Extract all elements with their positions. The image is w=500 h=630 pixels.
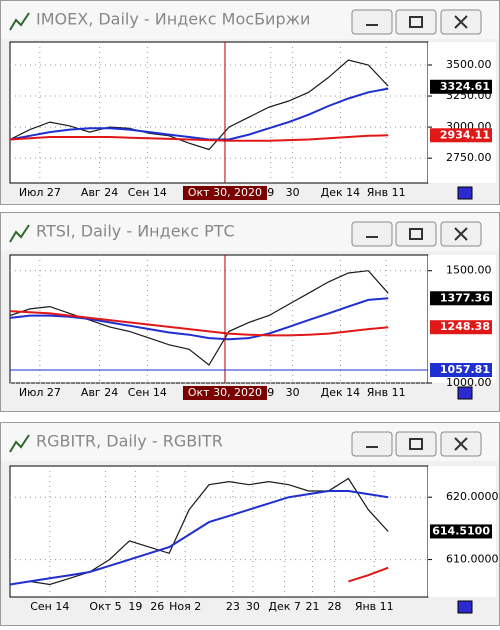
x-tick-label: Дек 14: [321, 186, 361, 199]
price-marker-label: 2934.11: [440, 128, 490, 141]
price-line: [9, 297, 389, 341]
window-icon: [9, 434, 30, 453]
scale-button[interactable]: [457, 186, 473, 200]
price-line: [348, 566, 389, 583]
price-marker-label: 1248.38: [440, 320, 490, 333]
x-tick-label: 19: [128, 600, 142, 613]
plot-area: [9, 41, 429, 184]
x-tick-label: Июл 27: [19, 186, 61, 199]
price-marker: [430, 363, 492, 378]
x-tick-label: 23: [226, 600, 240, 613]
close-glyph: [454, 15, 468, 29]
minimize-button[interactable]: [351, 431, 393, 457]
x-tick-label: Июл 27: [19, 386, 61, 399]
x-tick-label: Янв 11: [367, 386, 406, 399]
price-scale: [428, 42, 496, 183]
x-tick-label: Окт 5: [89, 600, 121, 613]
minimize-button[interactable]: [351, 9, 393, 35]
crosshair-label-box: [182, 386, 267, 400]
x-tick-label: 9: [267, 186, 274, 199]
window-icon: [9, 12, 30, 31]
x-tick-label: 28: [327, 600, 341, 613]
plot-area: [9, 254, 429, 384]
scale-button[interactable]: [457, 386, 473, 400]
window-title: RGBITR, Daily - RGBITR: [36, 432, 223, 451]
price-line: [9, 134, 389, 142]
x-tick-label: 9: [267, 386, 274, 399]
window-icon: [9, 224, 30, 243]
x-tick-label: Сен 14: [128, 186, 167, 199]
crosshair-label-box: [182, 186, 267, 200]
price-marker: [430, 79, 492, 94]
x-tick-label: Авг 24: [81, 186, 118, 199]
y-tick-label: 610.0000: [446, 553, 499, 566]
x-tick-label: Ноя 2: [169, 600, 201, 613]
price-line: [9, 59, 389, 151]
x-tick-label: Дек 7: [268, 600, 301, 613]
x-tick-label: Авг 24: [81, 386, 118, 399]
window-title: IMOEX, Daily - Индекс МосБиржи: [36, 10, 310, 29]
y-tick-label: 1000.00: [446, 376, 492, 389]
price-marker: [430, 320, 492, 335]
price-line: [9, 270, 389, 366]
x-tick-label: 30: [286, 186, 300, 199]
price-marker-label: 614.5100: [432, 524, 490, 537]
x-tick-label: 26: [150, 600, 164, 613]
maximize-button[interactable]: [395, 221, 437, 247]
y-tick-label: 620.0000: [446, 490, 499, 503]
x-tick-label: Сен 14: [30, 600, 69, 613]
x-tick-label: Дек 14: [321, 386, 361, 399]
maximize-button[interactable]: [395, 9, 437, 35]
x-tick-label: 30: [286, 386, 300, 399]
x-tick-label: 30: [246, 600, 260, 613]
price-scale: [428, 255, 496, 383]
window-title: RTSI, Daily - Индекс РТС: [36, 222, 235, 241]
close-glyph: [454, 437, 468, 451]
price-marker-label: 3324.61: [440, 80, 490, 93]
price-marker: [430, 524, 492, 539]
x-tick-label: 21: [306, 600, 320, 613]
price-line: [9, 490, 389, 586]
y-tick-label: 2750.00: [446, 151, 492, 164]
maximize-glyph: [409, 16, 423, 28]
price-line: [9, 87, 389, 141]
price-marker: [430, 291, 492, 306]
maximize-glyph: [409, 438, 423, 450]
maximize-button[interactable]: [395, 431, 437, 457]
close-glyph: [454, 227, 468, 241]
price-marker-label: 1057.81: [440, 363, 490, 376]
y-tick-label: 1500.00: [446, 264, 492, 277]
scale-button[interactable]: [457, 600, 473, 614]
maximize-glyph: [409, 228, 423, 240]
price-line: [9, 310, 389, 337]
price-marker: [430, 128, 492, 143]
crosshair-label: Окт 30, 2020: [188, 386, 262, 399]
crosshair-label: Окт 30, 2020: [188, 186, 262, 199]
x-tick-label: Янв 11: [367, 186, 406, 199]
x-tick-label: Янв 11: [355, 600, 394, 613]
price-marker-label: 1377.36: [440, 291, 490, 304]
y-tick-label: 3500.00: [446, 58, 492, 71]
x-tick-label: Сен 14: [128, 386, 167, 399]
minimize-button[interactable]: [351, 221, 393, 247]
